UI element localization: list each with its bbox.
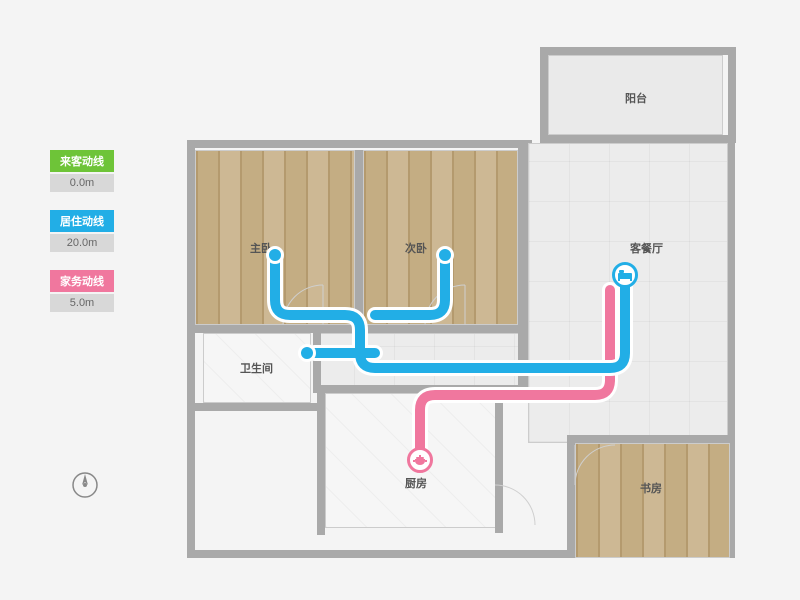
legend: 来客动线 0.0m 居住动线 20.0m 家务动线 5.0m xyxy=(50,150,114,330)
wall xyxy=(567,435,732,443)
room-master-bedroom xyxy=(195,150,355,325)
legend-label: 来客动线 xyxy=(50,150,114,172)
room-corridor xyxy=(313,333,528,388)
label-balcony: 阳台 xyxy=(625,90,647,106)
legend-value: 20.0m xyxy=(50,234,114,252)
legend-label: 家务动线 xyxy=(50,270,114,292)
label-second-bedroom: 次卧 xyxy=(405,240,427,256)
wall xyxy=(195,403,325,411)
legend-label: 居住动线 xyxy=(50,210,114,232)
wall xyxy=(495,393,503,533)
legend-item-visitor: 来客动线 0.0m xyxy=(50,150,114,192)
exterior-wall-top xyxy=(187,140,532,148)
floorplan: 阳台 主卧 次卧 客餐厅 卫生间 厨房 书房 xyxy=(195,55,735,555)
room-study xyxy=(575,443,730,558)
wall xyxy=(567,435,575,553)
legend-item-living: 居住动线 20.0m xyxy=(50,210,114,252)
wall xyxy=(317,385,527,393)
pot-icon xyxy=(407,447,433,473)
legend-value: 5.0m xyxy=(50,294,114,312)
wall xyxy=(518,143,528,388)
wall xyxy=(355,150,363,325)
wall xyxy=(313,333,321,393)
room-second-bedroom xyxy=(363,150,518,325)
compass-icon xyxy=(70,470,100,500)
label-kitchen: 厨房 xyxy=(405,475,427,491)
label-master-bedroom: 主卧 xyxy=(250,240,272,256)
wall xyxy=(540,135,730,143)
wall xyxy=(195,325,528,333)
legend-item-chores: 家务动线 5.0m xyxy=(50,270,114,312)
label-living-dining: 客餐厅 xyxy=(630,240,663,256)
label-bathroom: 卫生间 xyxy=(240,360,273,376)
label-study: 书房 xyxy=(640,480,662,496)
bed-icon xyxy=(612,262,638,288)
legend-value: 0.0m xyxy=(50,174,114,192)
room-living-dining xyxy=(528,143,728,443)
wall xyxy=(317,385,325,535)
